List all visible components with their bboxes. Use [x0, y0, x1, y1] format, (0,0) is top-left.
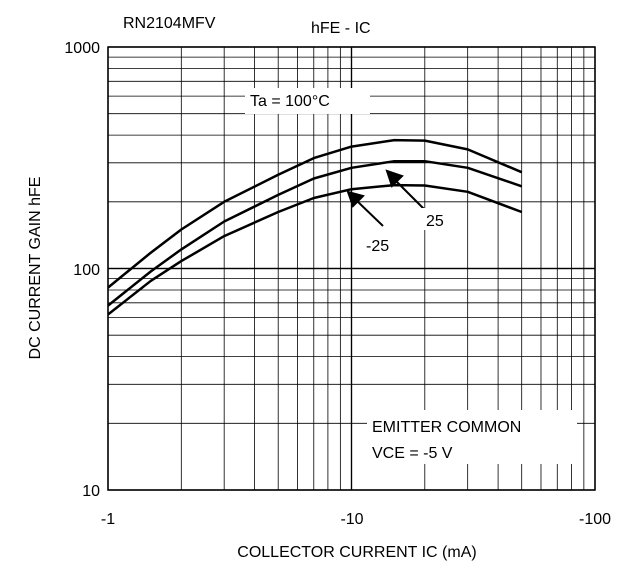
arrow-neg25-shaft [355, 199, 384, 227]
chart-title: hFE - IC [311, 20, 371, 37]
annotation-emitter-common: EMITTER COMMON [372, 419, 521, 436]
label-25-bg [421, 208, 453, 230]
arrow-25-shaft [394, 179, 426, 211]
series-line-2 [107, 183, 523, 316]
x-tick-label-1: -1 [101, 511, 115, 528]
y-tick-label-1000: 1000 [64, 40, 100, 57]
x-tick-label-100: -100 [579, 511, 611, 528]
annotation-ta: Ta = 100°C [250, 93, 330, 110]
annotation-arrows [346, 169, 426, 227]
plot-frame [107, 46, 596, 491]
x-axis-label: COLLECTOR CURRENT IC (mA) [237, 544, 476, 561]
annotation-vce: VCE = -5 V [372, 445, 453, 462]
part-number: RN2104MFV [123, 15, 216, 32]
curves [107, 138, 523, 316]
arrow-neg25-head [346, 190, 365, 208]
y-tick-label-10: 10 [82, 483, 100, 500]
x-tick-label-10: -10 [340, 511, 363, 528]
ta-label-bg [245, 88, 370, 114]
series-line-0 [107, 138, 523, 289]
annotation-25: 25 [426, 213, 444, 230]
label-neg25-bg [362, 234, 398, 256]
y-axis-label: DC CURRENT GAIN hFE [27, 177, 44, 360]
arrow-25-head [385, 169, 404, 188]
series-line-1 [107, 159, 523, 307]
annotation-neg25: -25 [366, 238, 389, 255]
y-tick-label-100: 100 [73, 262, 100, 279]
conditions-label-bg [367, 410, 577, 464]
